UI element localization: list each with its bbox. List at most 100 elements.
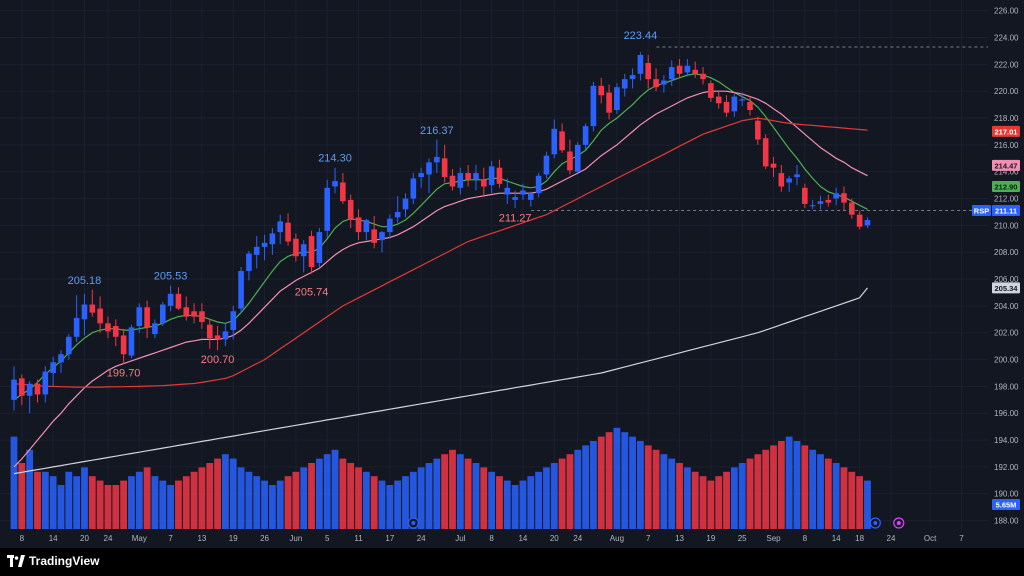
- volume-bar: [276, 480, 284, 529]
- volume-bar: [49, 476, 57, 529]
- candle-body: [731, 96, 738, 112]
- volume-bar: [175, 480, 182, 529]
- candle-body: [700, 73, 706, 80]
- candle-body: [222, 331, 229, 340]
- candle-body: [809, 205, 816, 207]
- candle-body: [504, 187, 511, 195]
- candle-body: [457, 173, 464, 188]
- volume-bar: [433, 458, 441, 529]
- price-chart[interactable]: 205.18 205.53 214.30 216.37 223.44 199.70 200.…: [0, 0, 1024, 548]
- price-badge-bg: [992, 282, 1020, 294]
- candle-body: [684, 65, 691, 73]
- time-tick-label: 19: [229, 534, 238, 543]
- price-badge: 217.01: [995, 127, 1018, 136]
- candle-body: [574, 144, 581, 172]
- time-tick-label: 8: [803, 534, 808, 543]
- volume-bar: [441, 454, 449, 529]
- volume-bar: [394, 480, 402, 529]
- volume-bar: [793, 441, 801, 529]
- volume-bar: [206, 463, 214, 529]
- candle-body: [817, 201, 824, 204]
- high-label: 223.44: [624, 30, 658, 42]
- ma-line-long: [13, 117, 868, 388]
- event-marker-dot: [411, 521, 416, 525]
- volume-bar: [104, 485, 112, 529]
- price-tick-label: 216.00: [994, 141, 1019, 150]
- candle-body: [864, 220, 871, 226]
- candle-body: [551, 128, 558, 155]
- volume-bar: [707, 480, 715, 529]
- volume-bar: [621, 432, 629, 529]
- tradingview-logo[interactable]: TradingView: [7, 554, 99, 568]
- volume-bar: [456, 454, 464, 529]
- time-tick-label: 13: [675, 534, 684, 543]
- volume-bar: [292, 471, 300, 529]
- volume-bar: [245, 471, 253, 529]
- time-tick-label: 7: [168, 534, 173, 543]
- candle-body: [856, 214, 863, 227]
- candle-body: [316, 232, 323, 263]
- candle-body: [692, 69, 699, 74]
- candle-body: [802, 187, 808, 204]
- event-marker-icon[interactable]: [869, 517, 881, 529]
- volume-bar: [370, 476, 378, 529]
- time-tick-label: 25: [738, 534, 747, 543]
- candle-body: [136, 307, 143, 327]
- volume-bar: [824, 458, 832, 529]
- candle-body: [567, 151, 573, 171]
- candle-body: [527, 193, 534, 200]
- candle-body: [58, 354, 64, 363]
- price-badge-bg: [992, 498, 1020, 510]
- volume-bar: [409, 471, 417, 529]
- event-marker-icon[interactable]: [407, 517, 419, 529]
- candle-body: [582, 126, 589, 145]
- candle-body: [543, 155, 550, 175]
- time-tick-label: 19: [706, 534, 715, 543]
- volume-bar: [535, 471, 543, 529]
- volume-bar: [308, 463, 315, 529]
- price-tick-label: 212.00: [994, 195, 1019, 204]
- price-axis[interactable]: 188.00 190.00 192.00 194.00 196.00 198.00 200.…: [994, 7, 1019, 526]
- candle-body: [488, 166, 495, 186]
- time-tick-label: 14: [832, 534, 841, 543]
- candle-body: [277, 221, 284, 233]
- candle-body: [645, 63, 652, 80]
- time-tick-label: 8: [489, 534, 494, 543]
- candle-body: [34, 383, 41, 395]
- volume-bar: [449, 449, 456, 529]
- time-tick-label: 14: [518, 534, 527, 543]
- price-tick-label: 190.00: [994, 490, 1019, 499]
- price-tick-label: 210.00: [994, 221, 1019, 230]
- price-tick-label: 206.00: [994, 275, 1019, 284]
- volume-bar: [464, 458, 472, 529]
- time-tick-label: 20: [80, 534, 89, 543]
- time-tick-label: 14: [49, 534, 58, 543]
- volume-bar: [582, 445, 589, 529]
- tradingview-logo-icon: [7, 555, 25, 567]
- volume-bar: [143, 467, 151, 529]
- volume-bar: [10, 436, 18, 529]
- price-badge-bg: [992, 204, 1020, 216]
- volume-bar: [112, 485, 120, 529]
- volume-bar: [120, 480, 128, 529]
- candle-body: [50, 362, 56, 373]
- volume-bar: [261, 480, 268, 529]
- time-tick-label: Oct: [924, 534, 937, 543]
- price-tick-label: 224.00: [994, 34, 1019, 43]
- event-markers[interactable]: [407, 517, 905, 529]
- volume-bar: [832, 463, 840, 529]
- candle-body: [308, 236, 315, 267]
- ma-line-longer: [13, 287, 868, 475]
- volume-bar: [347, 463, 355, 529]
- symbol-badge: RSP: [974, 206, 989, 215]
- price-annotations: 205.18 205.53 214.30 216.37 223.44 199.70 200.…: [68, 30, 988, 380]
- time-tick-label: 17: [385, 534, 394, 543]
- candle-body: [465, 173, 471, 180]
- candle-body: [159, 304, 166, 324]
- time-axis[interactable]: 8 14 20 24 May 7 13 19 26 Jun 5 11 17 24 Jul 8 14 20 24 Aug…: [20, 534, 965, 543]
- price-badge: 211.11: [995, 206, 1017, 215]
- time-tick-label: 20: [550, 534, 559, 543]
- event-marker-icon[interactable]: [893, 517, 905, 529]
- time-tick-label: 24: [104, 534, 113, 543]
- candle-body: [434, 156, 440, 163]
